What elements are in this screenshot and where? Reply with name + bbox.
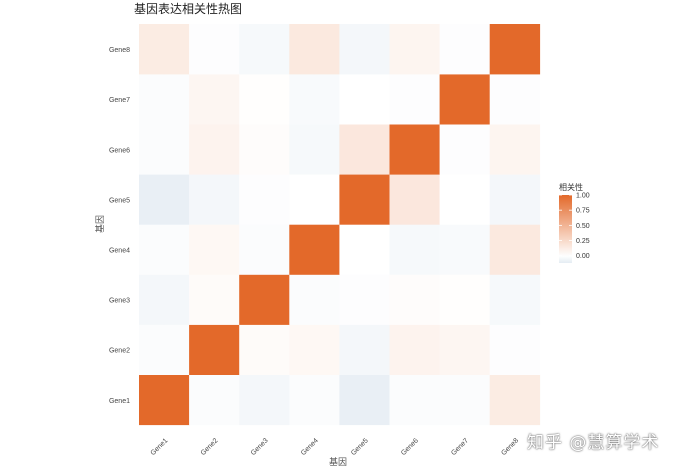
legend-title: 相关性 (559, 182, 583, 192)
heatmap-cell-Gene7-Gene8 (489, 74, 541, 125)
y-tick-label: Gene8 (109, 47, 130, 54)
heatmap-cell-Gene4-Gene1 (139, 224, 190, 275)
heatmap-cell-Gene3-Gene4 (289, 274, 340, 325)
y-tick-label: Gene4 (109, 247, 130, 254)
watermark-text: 知乎 @慧算学术 (527, 433, 660, 453)
heatmap-cell-Gene2-Gene5 (339, 324, 390, 375)
y-tick-label: Gene2 (109, 348, 130, 355)
heatmap-cell-Gene8-Gene3 (239, 24, 290, 75)
heatmap-cell-Gene3-Gene6 (389, 274, 440, 325)
heatmap-cell-Gene4-Gene8 (489, 224, 541, 275)
legend-tick-label: 0.00 (576, 253, 590, 260)
heatmap-cell-Gene8-Gene6 (389, 24, 440, 75)
heatmap-cell-Gene5-Gene1 (139, 174, 190, 225)
heatmap-cell-Gene2-Gene6 (389, 324, 440, 375)
y-tick-label: Gene1 (109, 398, 130, 405)
heatmap-cell-Gene1-Gene3 (239, 374, 290, 426)
heatmap-cell-Gene7-Gene7 (439, 74, 490, 125)
heatmap-cell-Gene2-Gene8 (489, 324, 541, 375)
heatmap-cell-Gene4-Gene5 (339, 224, 390, 275)
heatmap-cell-Gene8-Gene8 (489, 24, 541, 75)
heatmap-cell-Gene4-Gene7 (439, 224, 490, 275)
heatmap-cell-Gene1-Gene4 (289, 374, 340, 426)
heatmap-cell-Gene6-Gene2 (189, 124, 240, 175)
heatmap-cell-Gene7-Gene5 (339, 74, 390, 125)
heatmap-cell-Gene4-Gene2 (189, 224, 240, 275)
heatmap-cell-Gene5-Gene2 (189, 174, 240, 225)
color-legend: 相关性 1.00 0.75 0.50 0.25 0.00 (559, 182, 590, 263)
heatmap-cell-Gene1-Gene6 (389, 374, 440, 426)
heatmap-cell-Gene6-Gene6 (389, 124, 440, 175)
heatmap-cell-Gene6-Gene7 (439, 124, 490, 175)
legend-color-bar (559, 195, 572, 263)
chart-title: 基因表达相关性热图 (134, 2, 242, 16)
heatmap-cell-Gene5-Gene8 (489, 174, 541, 225)
heatmap-cell-Gene5-Gene5 (339, 174, 390, 225)
heatmap-cell-Gene1-Gene7 (439, 374, 490, 426)
x-tick-label: Gene2 (200, 437, 220, 457)
x-tick-label: Gene5 (350, 437, 370, 457)
x-tick-label: Gene6 (400, 437, 420, 457)
heatmap-cell-Gene7-Gene3 (239, 74, 290, 125)
y-tick-label: Gene3 (109, 298, 130, 305)
heatmap-cell-Gene3-Gene2 (189, 274, 240, 325)
x-tick-label: Gene8 (500, 437, 520, 457)
heatmap-cell-Gene5-Gene4 (289, 174, 340, 225)
x-axis-label: 基因 (329, 456, 347, 468)
heatmap-cell-Gene2-Gene3 (239, 324, 290, 375)
heatmap-cell-Gene8-Gene4 (289, 24, 340, 75)
heatmap-cell-Gene3-Gene5 (339, 274, 390, 325)
heatmap-cell-Gene4-Gene4 (289, 224, 340, 275)
heatmap-cell-Gene7-Gene4 (289, 74, 340, 125)
heatmap-cell-Gene1-Gene1 (139, 374, 190, 426)
x-tick-label: Gene1 (150, 437, 170, 457)
heatmap-cell-Gene8-Gene1 (139, 24, 190, 75)
heatmap-cell-Gene7-Gene6 (389, 74, 440, 125)
heatmap-cell-Gene4-Gene6 (389, 224, 440, 275)
heatmap-cell-Gene6-Gene4 (289, 124, 340, 175)
y-tick-label: Gene6 (109, 147, 130, 154)
heatmap-cell-Gene2-Gene4 (289, 324, 340, 375)
heatmap-cell-Gene7-Gene2 (189, 74, 240, 125)
heatmap-cell-Gene7-Gene1 (139, 74, 190, 125)
heatmap-cell-Gene6-Gene1 (139, 124, 190, 175)
heatmap-cell-Gene2-Gene1 (139, 324, 190, 375)
heatmap-cell-Gene5-Gene7 (439, 174, 490, 225)
heatmap-cell-Gene2-Gene2 (189, 324, 240, 375)
heatmap-cell-Gene8-Gene7 (439, 24, 490, 75)
heatmap-cell-Gene1-Gene5 (339, 374, 390, 426)
heatmap-cell-Gene3-Gene8 (489, 274, 541, 325)
heatmap-cell-Gene3-Gene7 (439, 274, 490, 325)
legend-tick-label: 0.50 (576, 223, 590, 230)
heatmap-cell-Gene4-Gene3 (239, 224, 290, 275)
heatmap-cell-Gene6-Gene3 (239, 124, 290, 175)
heatmap-cell-Gene8-Gene2 (189, 24, 240, 75)
heatmap-cell-Gene3-Gene1 (139, 274, 190, 325)
heatmap-cell-Gene1-Gene2 (189, 374, 240, 426)
heatmap-cell-Gene1-Gene8 (489, 374, 541, 426)
heatmap-cell-Gene6-Gene8 (489, 124, 541, 175)
heatmap-cell-Gene2-Gene7 (439, 324, 490, 375)
heatmap-cell-Gene6-Gene5 (339, 124, 390, 175)
heatmap-cell-Gene5-Gene3 (239, 174, 290, 225)
x-tick-label: Gene4 (300, 437, 320, 457)
legend-tick-label: 1.00 (576, 193, 590, 200)
legend-tick-label: 0.25 (576, 238, 590, 245)
heatmap-cell-Gene8-Gene5 (339, 24, 390, 75)
legend-tick-label: 0.75 (576, 208, 590, 215)
heatmap-cell-Gene5-Gene6 (389, 174, 440, 225)
y-axis-tick-labels: Gene1 Gene2 Gene3 Gene4 Gene5 Gene6 Gene7 Gene8 (109, 47, 130, 405)
x-tick-label: Gene7 (450, 437, 470, 457)
heatmap-cells (139, 24, 541, 426)
heatmap-cell-Gene3-Gene3 (239, 274, 290, 325)
y-axis-label: 基因 (94, 215, 106, 233)
y-tick-label: Gene5 (109, 197, 130, 204)
y-tick-label: Gene7 (109, 97, 130, 104)
x-tick-label: Gene3 (250, 437, 270, 457)
x-axis-tick-labels: Gene1 Gene2 Gene3 Gene4 Gene5 Gene6 Gene7 Gene8 (150, 437, 521, 457)
